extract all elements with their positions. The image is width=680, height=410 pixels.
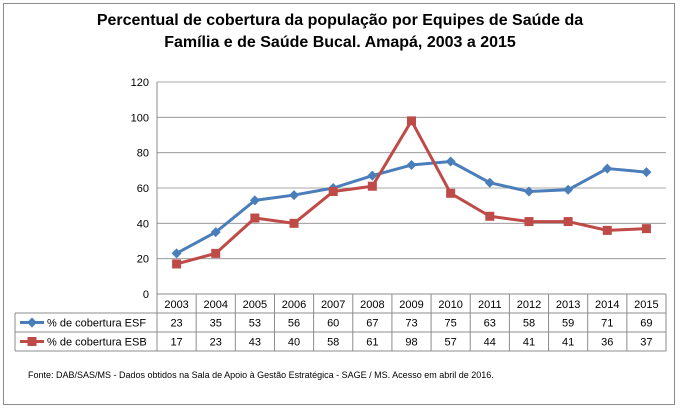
data-label: 71 xyxy=(601,318,613,330)
series-line-1 xyxy=(175,160,647,255)
data-label: 67 xyxy=(366,318,378,330)
data-label: 44 xyxy=(484,337,496,349)
data-label: 58 xyxy=(327,337,339,349)
data-point xyxy=(523,186,534,197)
data-label: 37 xyxy=(640,337,652,349)
data-point xyxy=(367,170,378,181)
data-point xyxy=(641,167,652,178)
x-tick-label: 2004 xyxy=(203,299,227,311)
y-tick-label: 40 xyxy=(137,218,149,230)
data-point xyxy=(289,218,299,228)
x-tick-label: 2008 xyxy=(360,299,384,311)
data-point xyxy=(249,195,260,206)
data-label: 75 xyxy=(445,318,457,330)
legend-key-marker xyxy=(27,317,37,328)
data-label: 23 xyxy=(210,337,222,349)
x-tick-label: 2006 xyxy=(282,299,306,311)
y-tick-label: 120 xyxy=(131,77,149,89)
data-point xyxy=(211,248,221,258)
data-point xyxy=(484,177,495,188)
x-tick-label: 2003 xyxy=(164,299,188,311)
data-point xyxy=(445,156,456,167)
chart-frame xyxy=(3,3,675,405)
legend-label: % de cobertura ESF xyxy=(47,318,146,330)
x-tick-label: 2013 xyxy=(556,299,580,311)
data-label: 36 xyxy=(601,337,613,349)
data-label: 73 xyxy=(405,318,417,330)
data-label: 53 xyxy=(249,318,261,330)
data-label: 98 xyxy=(405,337,417,349)
data-point xyxy=(485,211,495,221)
data-point xyxy=(407,116,416,126)
data-label: 57 xyxy=(445,337,457,349)
y-tick-label: 80 xyxy=(137,148,149,160)
data-label: 58 xyxy=(523,318,535,330)
source-note: Fonte: DAB/SAS/MS - Dados obtidos na Sal… xyxy=(28,370,494,380)
y-tick-label: 20 xyxy=(137,254,149,266)
data-label: 60 xyxy=(327,318,339,330)
data-point xyxy=(210,227,221,238)
data-point xyxy=(563,217,573,227)
data-point xyxy=(602,163,613,174)
data-point xyxy=(524,217,534,227)
data-point xyxy=(172,259,182,269)
series-line-2 xyxy=(176,119,647,266)
x-tick-label: 2015 xyxy=(634,299,658,311)
x-tick-label: 2010 xyxy=(438,299,462,311)
data-point xyxy=(563,184,574,195)
data-label: 35 xyxy=(210,318,222,330)
y-tick-label: 100 xyxy=(131,112,149,124)
data-point xyxy=(367,181,377,191)
legend-key-marker xyxy=(27,337,37,346)
data-point xyxy=(171,248,182,259)
x-tick-label: 2009 xyxy=(399,299,423,311)
x-tick-label: 2012 xyxy=(517,299,541,311)
data-point xyxy=(328,187,338,197)
data-label: 23 xyxy=(170,318,182,330)
data-label: 59 xyxy=(562,318,574,330)
x-tick-label: 2011 xyxy=(478,299,502,311)
data-label: 43 xyxy=(249,337,261,349)
data-point xyxy=(250,213,260,223)
x-tick-label: 2007 xyxy=(321,299,345,311)
x-tick-label: 2014 xyxy=(595,299,619,311)
data-label: 41 xyxy=(562,337,574,349)
y-tick-label: 0 xyxy=(143,289,149,301)
chart-title-line-2: Família e de Saúde Bucal. Amapá, 2003 a … xyxy=(164,34,516,51)
y-tick-label: 60 xyxy=(137,183,149,195)
data-point xyxy=(641,224,651,234)
chart-title: Percentual de cobertura da população por… xyxy=(0,10,680,54)
data-point xyxy=(406,160,417,171)
data-label: 17 xyxy=(170,337,182,349)
data-label: 40 xyxy=(288,337,300,349)
data-label: 56 xyxy=(288,318,300,330)
data-label: 69 xyxy=(640,318,652,330)
data-point xyxy=(602,225,612,235)
data-label: 41 xyxy=(523,337,535,349)
data-point xyxy=(289,190,300,201)
legend-label: % de cobertura ESB xyxy=(47,337,147,349)
data-point xyxy=(446,188,456,198)
data-label: 63 xyxy=(484,318,496,330)
data-label: 61 xyxy=(366,337,378,349)
chart-title-line-1: Percentual de cobertura da população por… xyxy=(96,12,584,29)
x-tick-label: 2005 xyxy=(243,299,267,311)
